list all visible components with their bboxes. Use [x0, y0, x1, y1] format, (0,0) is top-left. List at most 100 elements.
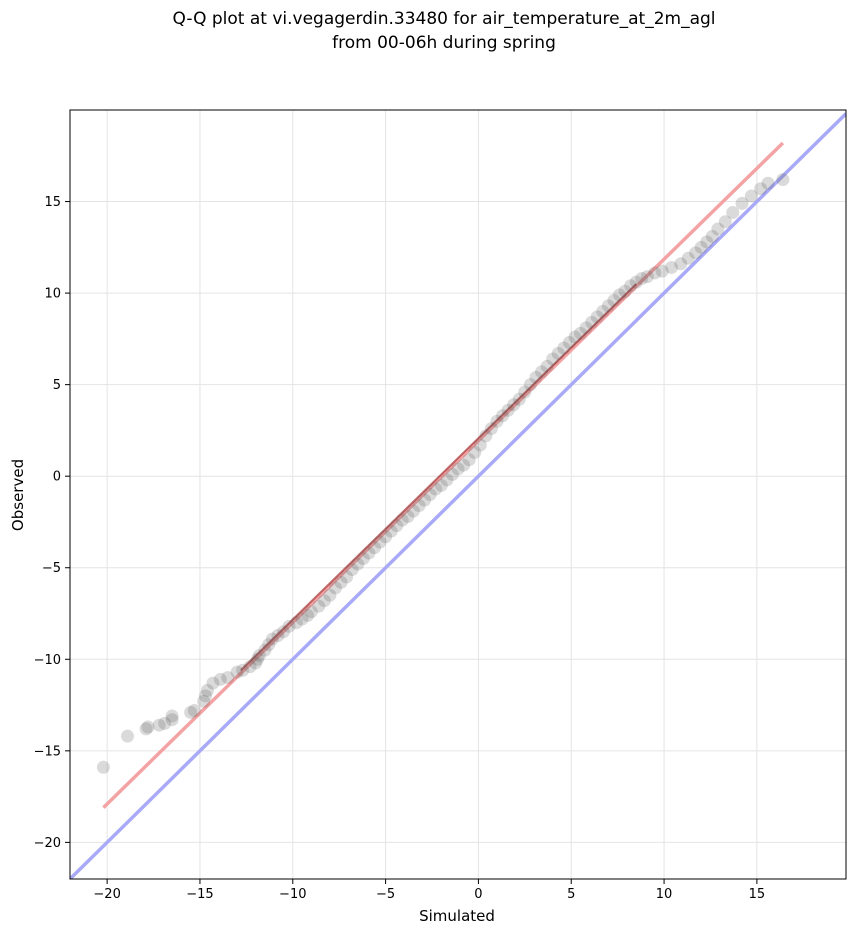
qq-point — [694, 240, 708, 254]
qq-point — [236, 663, 250, 677]
qq-point — [334, 575, 348, 589]
qq-point — [700, 235, 714, 249]
qq-point — [384, 524, 398, 538]
qq-point — [301, 608, 315, 622]
qq-point — [367, 541, 381, 555]
qq-point — [258, 643, 272, 657]
qq-point — [457, 458, 471, 472]
y-tick-label: −5 — [42, 561, 61, 576]
y-tick-label: −15 — [34, 744, 61, 759]
qq-point — [406, 504, 420, 518]
qq-point — [445, 467, 459, 481]
qq-point — [312, 599, 326, 613]
qq-point — [434, 478, 448, 492]
qq-point — [165, 709, 179, 723]
qq-point — [479, 429, 493, 443]
qq-point — [356, 552, 370, 566]
qq-point — [418, 493, 432, 507]
qq-point — [601, 299, 615, 313]
qq-point — [271, 628, 285, 642]
x-tick-label: 0 — [474, 887, 482, 902]
grid-lines — [70, 110, 846, 879]
qq-point — [390, 519, 404, 533]
qq-point — [523, 378, 537, 392]
qq-point — [557, 341, 571, 355]
qq-point — [512, 392, 526, 406]
qq-point — [221, 671, 235, 685]
qq-point — [373, 535, 387, 549]
qq-point — [282, 619, 296, 633]
qq-point — [121, 729, 135, 743]
fit-line — [102, 141, 785, 809]
qq-point — [681, 251, 695, 265]
qq-point — [401, 509, 415, 523]
x-tick-label: −15 — [186, 887, 213, 902]
x-tick-label: 15 — [749, 887, 766, 902]
qq-point — [184, 705, 198, 719]
qq-point — [705, 229, 719, 243]
qq-point — [200, 683, 214, 697]
x-tick-label: −10 — [279, 887, 306, 902]
qq-point — [689, 246, 703, 260]
qq-point — [551, 347, 565, 361]
qq-point — [187, 704, 201, 718]
qq-point — [351, 557, 365, 571]
qq-point — [96, 760, 110, 774]
qq-point — [590, 310, 604, 324]
qq-point — [243, 660, 257, 674]
y-tick-label: 5 — [53, 378, 61, 393]
qq-point — [776, 173, 790, 187]
qq-point — [754, 182, 768, 196]
qq-point — [206, 676, 220, 690]
qq-point — [518, 385, 532, 399]
qq-point — [251, 652, 265, 666]
x-axis-label: Simulated — [419, 907, 495, 925]
chart-title-line-1: Q-Q plot at vi.vegagerdin.33480 for air_… — [172, 9, 715, 29]
qq-point — [496, 409, 510, 423]
qq-point — [395, 513, 409, 527]
qq-point — [289, 616, 303, 630]
qq-point — [718, 215, 732, 229]
qq-point — [249, 656, 263, 670]
qq-point — [726, 206, 740, 220]
qq-point — [462, 453, 476, 467]
qq-point — [546, 352, 560, 366]
plot-frame — [69, 109, 847, 880]
x-tick-label: −5 — [376, 887, 395, 902]
qq-point — [618, 284, 632, 298]
y-tick-label: 10 — [44, 287, 61, 302]
qq-point — [711, 222, 725, 236]
y-tick-label: 0 — [53, 470, 61, 485]
qq-point — [199, 689, 213, 703]
x-tick-label: 10 — [656, 887, 673, 902]
qq-point — [213, 672, 227, 686]
x-tick-label: −20 — [93, 887, 120, 902]
qq-point — [562, 336, 576, 350]
qq-point — [596, 304, 610, 318]
chart-title-line-2: from 00-06h during spring — [332, 33, 556, 53]
qq-point — [317, 594, 331, 608]
qq-point — [501, 403, 515, 417]
qq-point — [345, 563, 359, 577]
qq-point — [529, 370, 543, 384]
y-tick-label: −10 — [34, 653, 61, 668]
qq-point — [490, 414, 504, 428]
qq-point — [451, 462, 465, 476]
qq-point — [362, 546, 376, 560]
qq-point — [230, 665, 244, 679]
qq-point — [429, 482, 443, 496]
data-points — [96, 173, 790, 774]
qq-point — [568, 330, 582, 344]
qq-point — [484, 422, 498, 436]
qq-point — [735, 196, 749, 210]
qq-point — [304, 605, 318, 619]
qq-point — [262, 638, 276, 652]
qq-point — [295, 612, 309, 626]
qq-point — [635, 271, 649, 285]
qq-point — [197, 694, 211, 708]
qq-point — [139, 722, 153, 736]
qq-point — [468, 445, 482, 459]
qq-point — [423, 488, 437, 501]
axis-ticks: −20 −15 −10 −5 0 5 10 15 −20 −15 −10 −5 0 5 10 15 — [34, 195, 766, 902]
